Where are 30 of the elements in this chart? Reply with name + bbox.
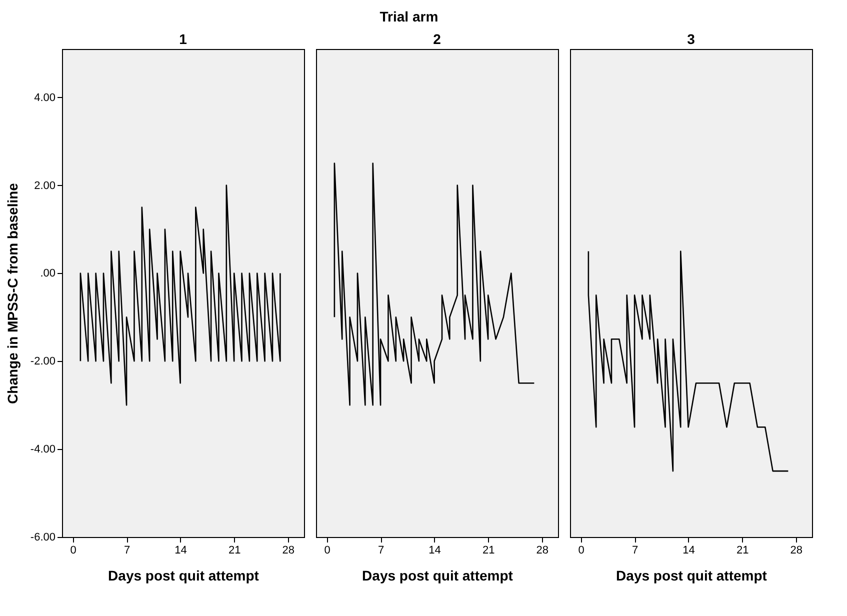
x-tick-label: 14 (428, 544, 441, 556)
x-tick-label: 28 (790, 544, 802, 556)
x-tick-label: 0 (578, 544, 584, 556)
text: Trial arm (380, 8, 438, 24)
y-tick-label: 4.00 (34, 92, 56, 104)
x-axis-title: Days post quit attempt (616, 568, 768, 584)
x-tick-label: 14 (682, 544, 695, 556)
x-tick-label: 0 (324, 544, 330, 556)
x-tick-label: 0 (70, 544, 76, 556)
x-tick-label: 21 (482, 544, 495, 556)
y-tick-label: .00 (40, 268, 56, 280)
y-tick-label: -4.00 (30, 444, 56, 456)
x-axis-title: Days post quit attempt (362, 568, 514, 584)
x-tick-label: 7 (378, 544, 384, 556)
x-tick-label: 28 (282, 544, 294, 556)
y-tick-label: -2.00 (30, 356, 56, 368)
chart-title: 2 (433, 31, 442, 47)
x-tick-label: 14 (174, 544, 187, 556)
x-tick-label: 21 (228, 544, 241, 556)
line-series (80, 184, 281, 406)
y-axis-title: Change in MPSS-C from baseline (4, 182, 20, 404)
chart-title: 3 (687, 31, 696, 47)
x-axis-title: Days post quit attempt (108, 568, 260, 584)
chart-title: 1 (179, 31, 188, 47)
x-tick-label: 28 (536, 544, 548, 556)
x-tick-label: 7 (632, 544, 638, 556)
x-tick-label: 7 (124, 544, 130, 556)
x-tick-label: 21 (736, 544, 749, 556)
y-tick-label: 2.00 (34, 180, 56, 192)
y-tick-label: -6.00 (30, 532, 56, 544)
